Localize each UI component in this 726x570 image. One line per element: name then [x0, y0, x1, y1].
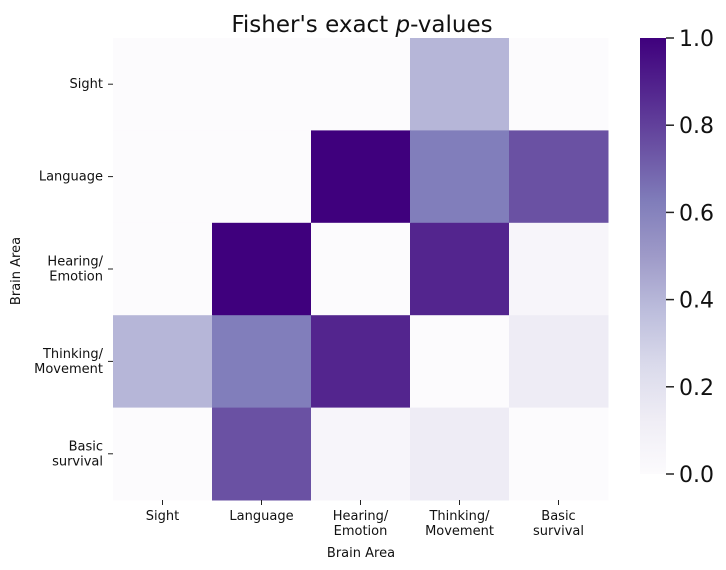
x-axis-ticks: Sight Language Hearing/Emotion Thinking/Mov… — [146, 500, 584, 539]
y-tick-label: Sight — [70, 77, 103, 92]
heatmap-cell — [311, 407, 411, 501]
x-tick-label: Emotion — [334, 524, 388, 539]
heatmap-cell — [212, 222, 312, 316]
heatmap-cell — [509, 38, 609, 131]
colorbar-tick-label: 0.0 — [679, 463, 714, 488]
colorbar-tick-label: 0.4 — [679, 289, 714, 314]
heatmap-cell — [113, 38, 213, 131]
heatmap-cell — [410, 222, 510, 316]
heatmap-cells — [113, 38, 609, 501]
x-tick-label: Basic — [541, 509, 575, 524]
heatmap-cell — [509, 222, 609, 316]
heatmap-cell — [212, 315, 312, 409]
heatmap-cell — [113, 315, 213, 409]
x-tick-label: Thinking/ — [428, 509, 490, 524]
y-tick-label: Thinking/ — [42, 347, 104, 362]
heatmap-cell — [410, 315, 510, 409]
x-tick-label: survival — [533, 524, 584, 539]
heatmap-cell — [311, 38, 411, 131]
heatmap-cell — [410, 407, 510, 501]
heatmap-cell — [212, 38, 312, 131]
heatmap-cell — [509, 407, 609, 501]
heatmap-cell — [113, 222, 213, 316]
y-axis-label: Brain Area — [9, 237, 24, 305]
chart-title: Fisher's exact p-values — [231, 12, 492, 38]
heatmap-cell — [509, 130, 609, 224]
x-tick-label: Language — [229, 509, 293, 524]
heatmap-cell — [113, 407, 213, 501]
y-tick-label: Hearing/ — [47, 255, 103, 270]
heatmap-cell — [311, 222, 411, 316]
x-tick-label: Sight — [146, 509, 179, 524]
colorbar-tick-label: 0.6 — [679, 201, 714, 226]
colorbar-tick-label: 1.0 — [679, 27, 714, 52]
colorbar-tick-label: 0.2 — [679, 376, 714, 401]
heatmap-cell — [410, 38, 510, 131]
x-tick-label: Hearing/ — [333, 509, 389, 524]
heatmap-cell — [113, 130, 213, 224]
y-tick-label: Emotion — [49, 270, 103, 285]
heatmap-cell — [311, 130, 411, 224]
y-tick-label: Language — [39, 170, 103, 185]
heatmap-cell — [410, 130, 510, 224]
heatmap-cell — [509, 315, 609, 409]
colorbar — [640, 38, 666, 474]
heatmap-cell — [311, 315, 411, 409]
y-tick-label: Basic — [69, 439, 103, 454]
heatmap-cell — [212, 130, 312, 224]
y-tick-label: Movement — [34, 362, 103, 377]
heatmap-cell — [212, 407, 312, 501]
colorbar-ticks: 0.0 0.2 0.4 0.6 0.8 1.0 — [666, 27, 714, 488]
colorbar-tick-label: 0.8 — [679, 114, 714, 139]
y-tick-label: survival — [52, 454, 103, 469]
x-tick-label: Movement — [425, 524, 494, 539]
x-axis-label: Brain Area — [327, 546, 395, 561]
y-axis-ticks: Sight Language Hearing/Emotion Thinking/Mov… — [34, 77, 113, 469]
